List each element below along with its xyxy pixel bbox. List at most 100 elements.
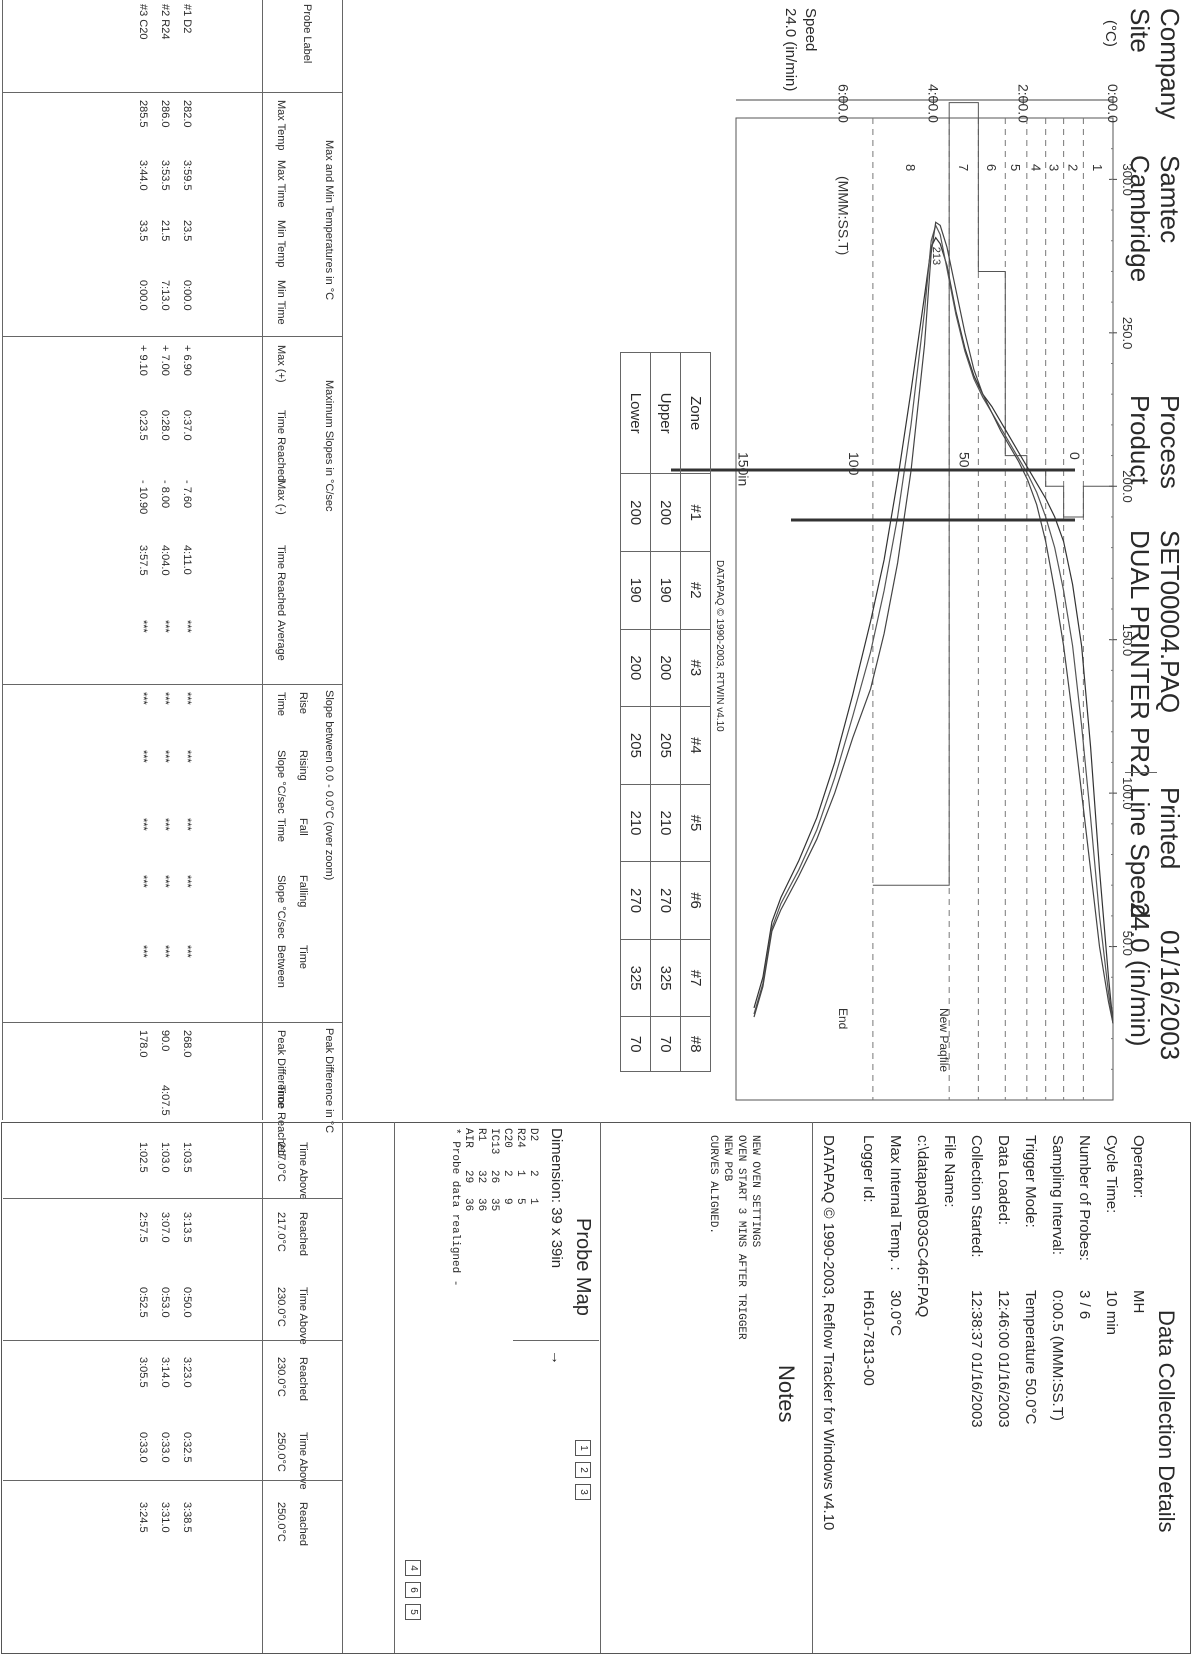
details-label: Data Loaded: bbox=[995, 1135, 1012, 1226]
probe-map-y: 9 bbox=[501, 1198, 513, 1205]
temp-tick-label: 300.0 bbox=[1120, 163, 1135, 196]
probe-map-x: 29 bbox=[462, 1170, 474, 1184]
time-tick-label: 0:00.0 bbox=[1105, 84, 1121, 123]
speed-tick-label: 50 bbox=[956, 452, 972, 468]
probe-map-x: 32 bbox=[475, 1170, 487, 1184]
results-col-header: Time bbox=[275, 818, 287, 843]
group-slopes-title: Maximum Slopes in °C/sec bbox=[323, 380, 335, 512]
annotation-end: End bbox=[836, 1008, 850, 1029]
results-cell: - 7.60 bbox=[181, 480, 193, 509]
results-cell: 3:59.5 bbox=[181, 160, 193, 191]
results-top-border bbox=[342, 0, 343, 1120]
results-cell: + 7.00 bbox=[159, 345, 171, 376]
arrow-right-icon: → bbox=[548, 1350, 565, 1365]
time-above-cell: 0:33.0 bbox=[137, 1432, 149, 1463]
results-col-header-top: Fall bbox=[297, 818, 309, 836]
probe-position-box: 1 bbox=[575, 1440, 591, 1456]
probe-curve-2 bbox=[753, 223, 1114, 1024]
group-peak-diff-title: Peak Difference in °C bbox=[323, 1028, 335, 1134]
zone-label: 8 bbox=[903, 164, 918, 171]
time-tick-label: 6:00.0 bbox=[836, 84, 852, 123]
details-label: Logger Id: bbox=[860, 1135, 877, 1203]
zone-label: 3 bbox=[1047, 164, 1062, 171]
time-above-divider bbox=[3, 1340, 343, 1341]
time-above-header-top: Time Above bbox=[297, 1142, 309, 1200]
time-above-cell: 0:33.0 bbox=[159, 1432, 171, 1463]
probe-map-divider bbox=[394, 1122, 395, 1653]
probe-curve-label: 1 bbox=[930, 253, 942, 259]
results-cell: 0:00.0 bbox=[181, 280, 193, 311]
annotation-new-paqfile: New Paqfile bbox=[937, 1008, 951, 1072]
results-col-header-top: Rise bbox=[297, 692, 309, 715]
results-cell: 3:44.0 bbox=[137, 160, 149, 191]
note-line: NEW OVEN SETTINGS bbox=[749, 1135, 761, 1248]
temp-tick-label: 100.0 bbox=[1120, 777, 1135, 810]
time-above-header: 250.0°C bbox=[275, 1432, 287, 1472]
results-col-header: Max Temp bbox=[275, 100, 287, 151]
results-cell: *** bbox=[137, 818, 149, 831]
details-label: Trigger Mode: bbox=[1022, 1135, 1039, 1228]
time-above-header-top: Reached bbox=[297, 1212, 309, 1257]
probe-position-box: 4 bbox=[405, 1560, 421, 1576]
probe-map-x: 26 bbox=[488, 1170, 500, 1184]
results-cell: 3:53.5 bbox=[159, 160, 171, 191]
temp-tick-label: 200.0 bbox=[1120, 470, 1135, 503]
results-cell: - 8.00 bbox=[159, 480, 171, 509]
details-label: Max Internal Temp. : bbox=[887, 1135, 904, 1271]
time-above-header-top: Reached bbox=[297, 1502, 309, 1547]
details-value: Temperature 50.0°C bbox=[1022, 1290, 1039, 1425]
results-cell: *** bbox=[137, 620, 149, 633]
results-cell: 90.0 bbox=[159, 1030, 171, 1052]
details-label: Cycle Time: bbox=[1103, 1135, 1120, 1214]
results-cell: *** bbox=[159, 875, 171, 888]
results-cell: 268.0 bbox=[181, 1030, 193, 1058]
details-value: 12:38:37 01/16/2003 bbox=[968, 1290, 985, 1428]
time-above-header: 230.0°C bbox=[275, 1287, 287, 1327]
time-above-cell: 3:14.0 bbox=[159, 1357, 171, 1388]
details-title: Data Collection Details bbox=[1154, 1310, 1179, 1533]
probe-map-name: AIR bbox=[462, 1128, 474, 1148]
speed-scale: 0 50 100 150in bbox=[671, 452, 1083, 522]
results-group-divider bbox=[3, 684, 343, 685]
results-cell: *** bbox=[181, 750, 193, 763]
results-cell: *** bbox=[137, 692, 149, 705]
details-value: MH bbox=[1130, 1290, 1147, 1314]
details-label: Sampling Interval: bbox=[1049, 1135, 1066, 1256]
results-group-divider bbox=[3, 92, 343, 93]
results-row-label: #3 C20 bbox=[137, 4, 149, 40]
results-cell: 4:07.5 bbox=[159, 1085, 171, 1116]
probe-position-box: 6 bbox=[405, 1582, 421, 1598]
probe-map-note: * Probe data realigned - bbox=[449, 1128, 461, 1287]
results-col-header-top: Falling bbox=[297, 875, 309, 908]
results-cell: *** bbox=[159, 945, 171, 958]
results-table: Probe Label Max and Min Temperatures in °… bbox=[2, 0, 343, 1156]
results-cell: *** bbox=[159, 818, 171, 831]
probe-map-y: 36 bbox=[475, 1198, 487, 1212]
time-above-cell: 1:03.0 bbox=[159, 1142, 171, 1173]
results-cell: *** bbox=[181, 620, 193, 633]
results-col-header: Time bbox=[275, 692, 287, 717]
time-above-cell: 3:31.0 bbox=[159, 1502, 171, 1533]
probe-curve-label: 3 bbox=[930, 259, 942, 265]
details-value: 12:46:00 01/16/2003 bbox=[995, 1290, 1012, 1428]
results-cell: *** bbox=[159, 620, 171, 633]
details-label: c:\datapaq\B03GC46F.PAQ bbox=[914, 1135, 931, 1318]
probe-map-x: 2 bbox=[527, 1170, 539, 1177]
results-cell: 4:11.0 bbox=[181, 545, 193, 575]
results-group-divider bbox=[3, 336, 343, 337]
probe-curve-1 bbox=[753, 236, 1114, 1024]
probe-map-name: R24 bbox=[514, 1128, 526, 1148]
details-label: Number of Probes: bbox=[1076, 1135, 1093, 1261]
results-col-header: Slope °C/sec bbox=[275, 750, 287, 814]
zone-label: 7 bbox=[956, 164, 971, 171]
results-cell: 286.0 bbox=[159, 100, 171, 128]
results-col-header: Between bbox=[275, 945, 287, 988]
details-value: 10 min bbox=[1103, 1290, 1120, 1336]
results-cell: 3:57.5 bbox=[137, 545, 149, 576]
results-cell: *** bbox=[137, 875, 149, 888]
speed-tick-label: 150in bbox=[735, 452, 751, 486]
details-value: 0:00.5 (MMM:SS.T) bbox=[1049, 1290, 1066, 1421]
time-above-cell: 0:52.5 bbox=[137, 1287, 149, 1318]
time-above-cell: 0:32.5 bbox=[181, 1432, 193, 1463]
